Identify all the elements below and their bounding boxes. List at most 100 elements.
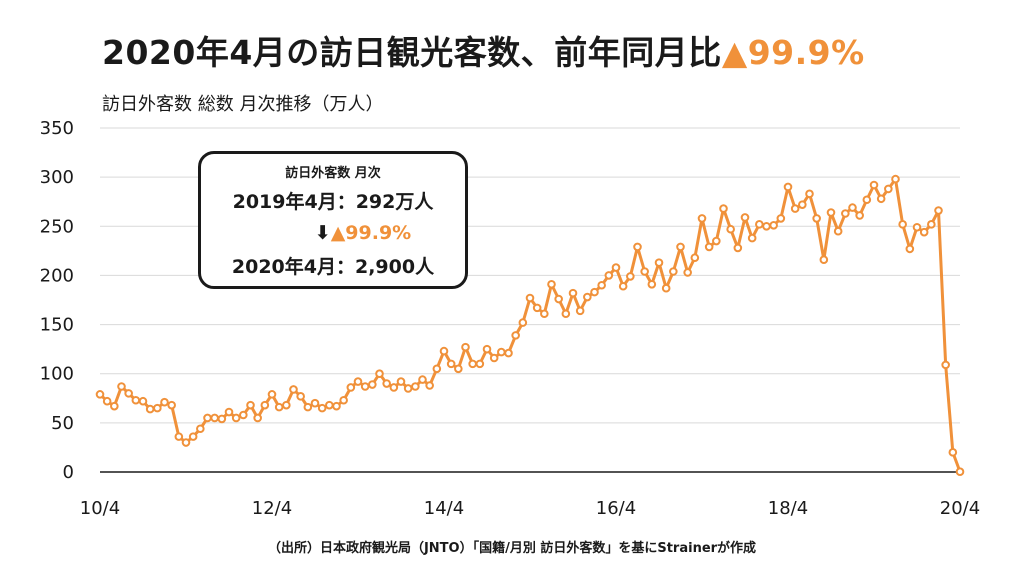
data-point (518, 318, 528, 327)
data-point (726, 224, 735, 234)
data-point (454, 364, 463, 374)
data-point (776, 214, 786, 223)
data-point (575, 306, 585, 316)
data-point (403, 384, 413, 393)
data-point (905, 244, 915, 254)
data-point (274, 402, 284, 412)
x-tick-label: 18/4 (768, 498, 808, 519)
x-tick-label: 12/4 (252, 498, 292, 519)
data-point (955, 467, 965, 477)
data-point (253, 413, 262, 423)
data-point (762, 221, 771, 231)
data-point (332, 401, 341, 411)
data-point (891, 174, 900, 184)
y-axis-ticks: 0 50 100 150 200 250 300 350 (40, 118, 74, 483)
data-point (618, 281, 628, 291)
data-point (697, 214, 707, 223)
data-point (117, 382, 126, 391)
data-point (231, 413, 241, 423)
data-point (554, 294, 563, 304)
data-point (590, 287, 599, 297)
data-point (131, 395, 141, 405)
data-point (812, 214, 821, 223)
data-point (661, 283, 671, 293)
data-point (783, 182, 793, 192)
data-point (790, 204, 800, 213)
data-point (389, 383, 399, 392)
data-point (532, 303, 542, 313)
data-point (747, 233, 757, 243)
data-point (898, 220, 907, 229)
title-main: 2020年4月の訪日観光客数、前年同月比 (102, 33, 722, 72)
data-point (396, 377, 406, 386)
data-point (239, 410, 248, 420)
data-point (145, 404, 155, 414)
data-point (110, 401, 119, 411)
x-tick-label: 14/4 (424, 498, 464, 519)
data-point (884, 184, 893, 194)
data-point (489, 353, 499, 363)
data-point (640, 267, 649, 276)
data-point (683, 268, 692, 277)
data-point (167, 400, 176, 410)
x-axis-ticks: 10/4 12/4 14/4 16/4 18/4 20/4 (80, 498, 980, 519)
data-point (468, 359, 477, 369)
data-point (360, 382, 370, 391)
data-point (669, 267, 678, 276)
data-point (912, 222, 922, 232)
data-point (654, 258, 664, 267)
data-point (382, 379, 391, 388)
data-point (368, 380, 377, 389)
data-point (317, 403, 327, 413)
data-point (941, 360, 950, 370)
data-point (690, 253, 700, 263)
data-point (446, 359, 456, 369)
data-point (174, 432, 184, 441)
y-tick-label: 350 (40, 118, 74, 139)
data-point (733, 243, 743, 253)
data-point (676, 242, 685, 252)
data-point (124, 389, 133, 398)
x-tick-label: 16/4 (596, 498, 636, 519)
data-point (704, 242, 714, 252)
callout-line-2019: 2019年4月：292万人 (232, 191, 434, 213)
data-point (432, 364, 442, 374)
data-point (411, 382, 420, 391)
callout-change-value: ▲99.9% (330, 222, 412, 244)
data-point (418, 375, 427, 384)
data-point (826, 208, 836, 217)
page-title: 2020年4月の訪日観光客数、前年同月比▲99.9% (102, 26, 865, 74)
title-change: ▲99.9% (721, 33, 865, 72)
data-point (102, 396, 112, 406)
data-point (583, 292, 592, 302)
data-point (547, 279, 556, 289)
data-point (346, 383, 356, 392)
data-point (633, 242, 642, 252)
data-point (647, 279, 657, 289)
data-point (339, 395, 348, 405)
data-point (934, 206, 943, 215)
data-point (475, 359, 485, 369)
data-point (260, 400, 270, 410)
x-tick-label: 20/4 (940, 498, 980, 519)
data-point (919, 227, 929, 237)
y-tick-label: 0 (63, 462, 74, 483)
data-point (511, 331, 520, 340)
data-point (525, 293, 535, 303)
data-point (375, 369, 384, 379)
data-point (188, 432, 198, 441)
data-point (497, 347, 506, 357)
y-tick-label: 150 (40, 315, 74, 336)
callout-change: ⬇▲99.9% (201, 222, 465, 244)
series-points (95, 174, 965, 477)
data-point (282, 400, 291, 410)
data-point (181, 438, 191, 447)
data-point (153, 403, 162, 413)
data-point (719, 204, 728, 213)
data-point (210, 413, 219, 423)
data-point (224, 407, 234, 417)
data-point (833, 226, 843, 236)
data-point (353, 377, 363, 386)
data-point (626, 272, 635, 281)
